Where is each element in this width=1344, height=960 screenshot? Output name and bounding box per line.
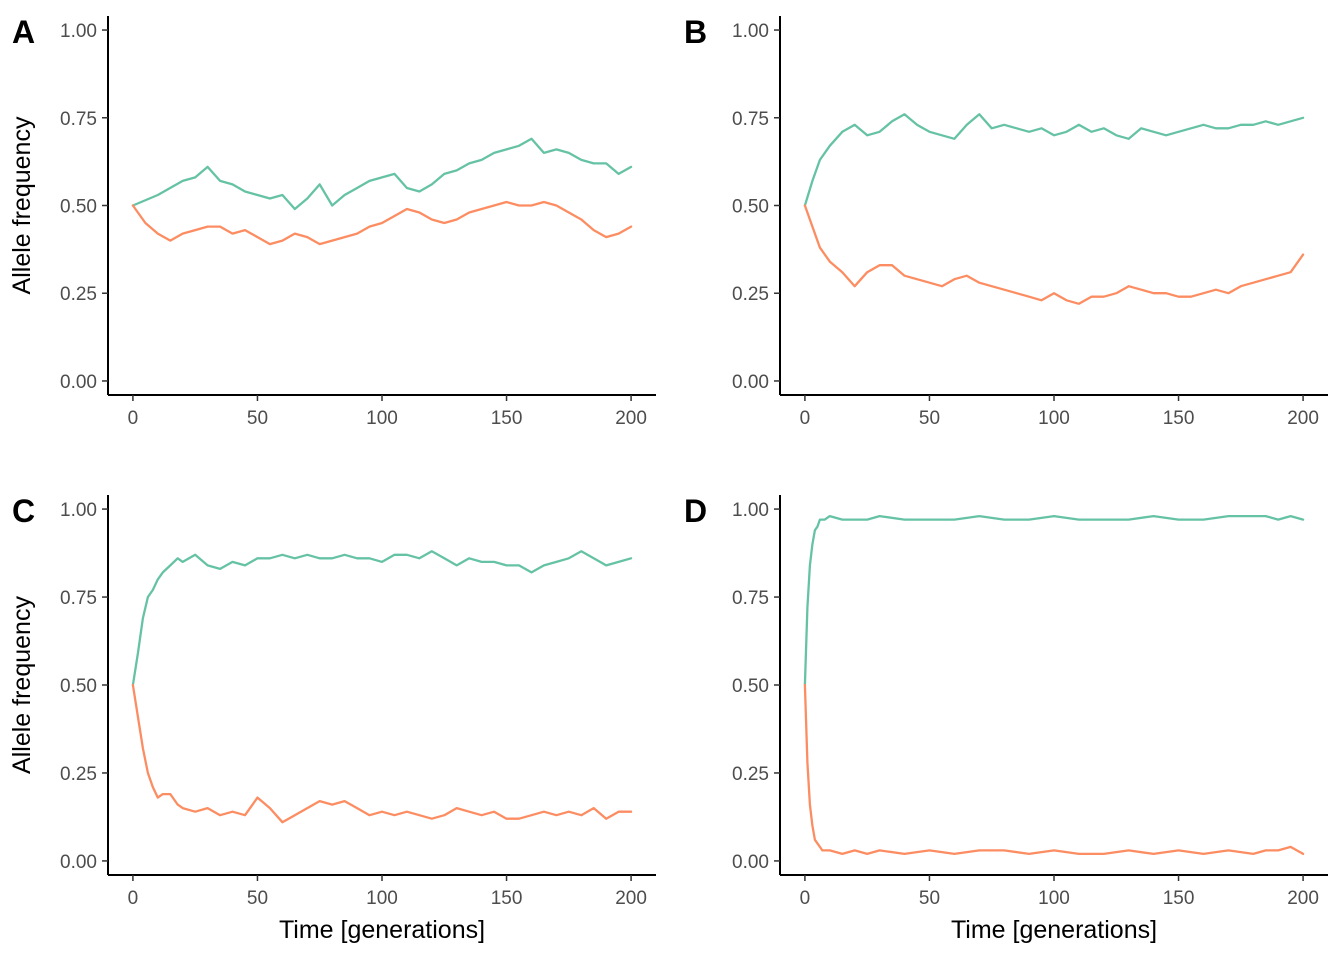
- panel-a-x-tick-label: 50: [247, 408, 268, 429]
- panel-d-y-tick-label: 0.00: [732, 852, 769, 873]
- panel-b-tag-label: B: [684, 14, 707, 50]
- panel-a-y-axis-title: Allele frequency: [8, 116, 36, 294]
- panel-c: C 0.00 0.25 0.50 0.75 1.00 0 50 100 150 200 Allele …: [8, 493, 656, 944]
- panel-b-x-tick-label: 200: [1287, 408, 1319, 429]
- panel-b-series-orange-line: [803, 204, 1305, 305]
- panel-c-y-tick-label: 0.75: [60, 588, 97, 609]
- panel-d-x-tick-label: 50: [919, 888, 940, 909]
- panel-a-y-tick-label: 1.00: [60, 21, 97, 42]
- panel-b-y-tick-label: 0.50: [732, 197, 769, 218]
- panel-c-y-axis-title: Allele frequency: [8, 596, 36, 774]
- panel-d-x-axis-title: Time [generations]: [951, 916, 1157, 944]
- panel-b-y-tick-label: 1.00: [732, 21, 769, 42]
- panel-c-series-orange-line: [131, 683, 633, 824]
- panel-c-x-tick-label: 100: [366, 888, 398, 909]
- panel-c-y-tick-label: 0.25: [60, 764, 97, 785]
- panel-d-tag-label: D: [684, 493, 707, 529]
- panel-c-series-teal-line: [131, 550, 633, 687]
- panel-d-x-tick-label: 0: [800, 888, 811, 909]
- panel-a-y-tick-label: 0.75: [60, 109, 97, 130]
- panel-d-x-tick-label: 200: [1287, 888, 1319, 909]
- panel-d-y-tick-label: 0.50: [732, 676, 769, 697]
- panel-a-tag-label: A: [12, 14, 35, 50]
- panel-c-tag-label: C: [12, 493, 35, 529]
- panel-d-x-tick-label: 150: [1163, 888, 1195, 909]
- panel-c-y-tick-label: 1.00: [60, 500, 97, 521]
- panel-a: A 0.00 0.25 0.50 0.75 1.00 0 50 100 150 200 Allele …: [8, 14, 656, 429]
- panel-d-series-orange-line: [803, 683, 1305, 856]
- panel-a-x-tick-label: 200: [615, 408, 647, 429]
- panel-c-x-tick-label: 200: [615, 888, 647, 909]
- panel-a-series-orange-line: [131, 200, 633, 246]
- panel-a-y-tick-label: 0.00: [60, 372, 97, 393]
- panel-d-y-tick-label: 1.00: [732, 500, 769, 521]
- panel-a-series-teal-line: [131, 137, 633, 211]
- panel-a-x-tick-label: 150: [491, 408, 523, 429]
- panel-b-y-tick-label: 0.75: [732, 109, 769, 130]
- panel-d: D 0.00 0.25 0.50 0.75 1.00 0 50 100 150 200 Time [g…: [684, 493, 1328, 944]
- panel-b-x-tick-label: 150: [1163, 408, 1195, 429]
- panel-b: B 0.00 0.25 0.50 0.75 1.00 0 50 100 150 200: [684, 14, 1328, 429]
- panel-b-series-teal-line: [803, 113, 1305, 207]
- panel-c-x-tick-label: 50: [247, 888, 268, 909]
- panel-b-x-tick-label: 50: [919, 408, 940, 429]
- panel-a-x-tick-label: 100: [366, 408, 398, 429]
- panel-b-y-tick-label: 0.00: [732, 372, 769, 393]
- panel-d-x-tick-label: 100: [1038, 888, 1070, 909]
- panel-c-x-tick-label: 0: [128, 888, 139, 909]
- panel-b-x-tick-label: 100: [1038, 408, 1070, 429]
- panel-d-series-teal-line: [803, 514, 1305, 687]
- panel-b-x-tick-label: 0: [800, 408, 811, 429]
- panel-a-y-tick-label: 0.25: [60, 284, 97, 305]
- panel-a-y-tick-label: 0.50: [60, 197, 97, 218]
- panel-c-x-tick-label: 150: [491, 888, 523, 909]
- panel-d-y-tick-label: 0.25: [732, 764, 769, 785]
- panel-c-y-tick-label: 0.50: [60, 676, 97, 697]
- panel-b-y-tick-label: 0.25: [732, 284, 769, 305]
- panel-c-y-tick-label: 0.00: [60, 852, 97, 873]
- panel-c-x-axis-title: Time [generations]: [279, 916, 485, 944]
- panel-d-y-tick-label: 0.75: [732, 588, 769, 609]
- panel-a-x-tick-label: 0: [128, 408, 139, 429]
